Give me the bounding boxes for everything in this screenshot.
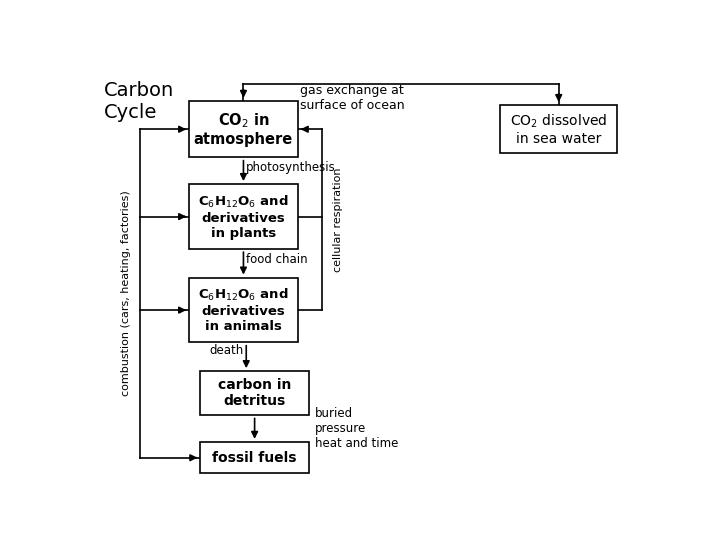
Text: food chain: food chain xyxy=(246,253,308,266)
Text: death: death xyxy=(210,345,243,357)
Text: photosynthesis: photosynthesis xyxy=(246,161,336,174)
Text: C$_6$H$_{12}$O$_6$ and
derivatives
in plants: C$_6$H$_{12}$O$_6$ and derivatives in pl… xyxy=(198,193,289,240)
Text: carbon in
detritus: carbon in detritus xyxy=(218,378,292,408)
Text: CO$_2$ dissolved
in sea water: CO$_2$ dissolved in sea water xyxy=(510,112,608,146)
Text: cellular respiration: cellular respiration xyxy=(333,167,343,272)
FancyBboxPatch shape xyxy=(189,101,298,157)
Text: buried
pressure
heat and time: buried pressure heat and time xyxy=(315,407,398,450)
FancyBboxPatch shape xyxy=(200,372,309,415)
FancyBboxPatch shape xyxy=(200,442,309,474)
Text: C$_6$H$_{12}$O$_6$ and
derivatives
in animals: C$_6$H$_{12}$O$_6$ and derivatives in an… xyxy=(198,287,289,333)
FancyBboxPatch shape xyxy=(500,105,617,153)
Text: Carbon
Cycle: Carbon Cycle xyxy=(104,82,174,123)
FancyBboxPatch shape xyxy=(189,278,298,342)
Text: fossil fuels: fossil fuels xyxy=(212,451,297,465)
FancyBboxPatch shape xyxy=(189,184,298,249)
Text: CO$_2$ in
atmosphere: CO$_2$ in atmosphere xyxy=(194,111,293,147)
Text: gas exchange at
surface of ocean: gas exchange at surface of ocean xyxy=(300,84,405,112)
Text: combustion (cars, heating, factories): combustion (cars, heating, factories) xyxy=(121,191,131,396)
